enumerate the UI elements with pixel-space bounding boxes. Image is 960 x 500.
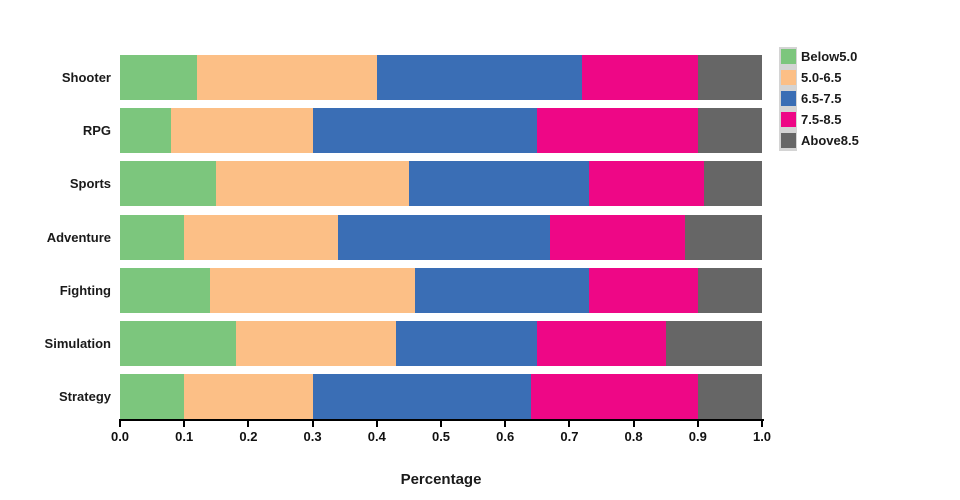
bar-segment-above8-5 xyxy=(697,108,762,153)
x-axis-title: Percentage xyxy=(400,471,482,488)
bar-segment-5-0-6-5 xyxy=(184,215,339,260)
category-label-simulation: Simulation xyxy=(44,336,111,351)
legend-swatch-below5-0 xyxy=(781,49,796,64)
x-tick-mark xyxy=(568,421,571,427)
legend-swatch-6-5-7-5 xyxy=(781,91,796,106)
x-tick-label: 0.6 xyxy=(496,429,515,444)
bar-segment-6-5-7-5 xyxy=(376,55,583,100)
bar-segment-7-5-8-5 xyxy=(550,215,685,260)
legend-swatch-above8-5 xyxy=(781,133,796,148)
bar-segment-6-5-7-5 xyxy=(312,374,531,419)
category-label-fighting: Fighting xyxy=(59,283,111,298)
bar-segment-5-0-6-5 xyxy=(209,268,416,313)
bar-segment-above8-5 xyxy=(684,215,762,260)
x-tick-mark xyxy=(375,421,378,427)
category-label-shooter: Shooter xyxy=(61,70,111,85)
bar-segment-below5-0 xyxy=(120,161,217,206)
bar-segment-7-5-8-5 xyxy=(588,161,705,206)
x-tick-label: 0.8 xyxy=(624,429,643,444)
x-tick-label: 0.0 xyxy=(110,429,130,444)
bar-segment-below5-0 xyxy=(120,215,185,260)
bar-segment-7-5-8-5 xyxy=(537,108,698,153)
category-label-rpg: RPG xyxy=(82,123,111,138)
x-tick-label: 1.0 xyxy=(752,429,772,444)
bar-segment-below5-0 xyxy=(120,374,185,419)
legend-label-below5-0: Below5.0 xyxy=(801,49,858,64)
bar-segment-6-5-7-5 xyxy=(312,108,538,153)
x-tick-label: 0.1 xyxy=(175,429,194,444)
bar-segment-5-0-6-5 xyxy=(216,161,409,206)
bar-segment-6-5-7-5 xyxy=(396,321,538,366)
x-tick-mark xyxy=(696,421,699,427)
bar-segment-7-5-8-5 xyxy=(537,321,666,366)
bar-segment-5-0-6-5 xyxy=(197,55,377,100)
x-tick-mark xyxy=(247,421,250,427)
legend-swatch-7-5-8-5 xyxy=(781,112,796,127)
bar-segment-below5-0 xyxy=(120,108,172,153)
bar-segment-5-0-6-5 xyxy=(184,374,313,419)
legend-label-5-0-6-5: 5.0-6.5 xyxy=(801,70,842,85)
bar-segment-below5-0 xyxy=(120,321,236,366)
x-tick-mark xyxy=(440,421,442,427)
bar-segment-5-0-6-5 xyxy=(171,108,313,153)
x-tick-label: 0.7 xyxy=(560,429,579,444)
x-tick-mark xyxy=(761,421,763,427)
x-tick-mark xyxy=(632,421,635,427)
bar-segment-7-5-8-5 xyxy=(582,55,698,100)
bar-strategy xyxy=(120,374,762,419)
legend-swatch-5-0-6-5 xyxy=(781,70,796,85)
bar-shooter xyxy=(120,55,762,100)
category-label-adventure: Adventure xyxy=(46,230,111,245)
legend-label-6-5-7-5: 6.5-7.5 xyxy=(801,91,842,106)
x-tick-mark xyxy=(119,421,121,427)
bar-segment-above8-5 xyxy=(704,161,762,206)
x-axis-line xyxy=(119,419,764,421)
x-tick-label: 0.4 xyxy=(367,429,386,444)
bar-segment-above8-5 xyxy=(665,321,762,366)
bar-segment-below5-0 xyxy=(120,268,210,313)
bar-segment-below5-0 xyxy=(120,55,198,100)
x-tick-label: 0.9 xyxy=(688,429,707,444)
x-tick-mark xyxy=(183,421,186,427)
bar-segment-6-5-7-5 xyxy=(408,161,589,206)
bar-simulation xyxy=(120,321,762,366)
bar-segment-6-5-7-5 xyxy=(415,268,589,313)
bar-segment-above8-5 xyxy=(697,55,762,100)
bar-sports xyxy=(120,161,762,206)
bar-fighting xyxy=(120,268,762,313)
legend-label-7-5-8-5: 7.5-8.5 xyxy=(801,112,842,127)
legend-label-above8-5: Above8.5 xyxy=(801,133,859,148)
bar-segment-above8-5 xyxy=(697,268,762,313)
bar-segment-5-0-6-5 xyxy=(235,321,397,366)
bar-adventure xyxy=(120,215,762,260)
x-tick-mark xyxy=(311,421,314,427)
x-tick-mark xyxy=(504,421,507,427)
x-tick-label: 0.3 xyxy=(303,429,322,444)
bar-segment-7-5-8-5 xyxy=(588,268,698,313)
bar-segment-7-5-8-5 xyxy=(530,374,698,419)
bar-rpg xyxy=(120,108,762,153)
x-tick-label: 0.5 xyxy=(431,429,451,444)
category-label-strategy: Strategy xyxy=(58,389,111,404)
category-label-sports: Sports xyxy=(69,176,111,191)
x-tick-label: 0.2 xyxy=(239,429,258,444)
bar-segment-above8-5 xyxy=(697,374,762,419)
bar-segment-6-5-7-5 xyxy=(338,215,551,260)
